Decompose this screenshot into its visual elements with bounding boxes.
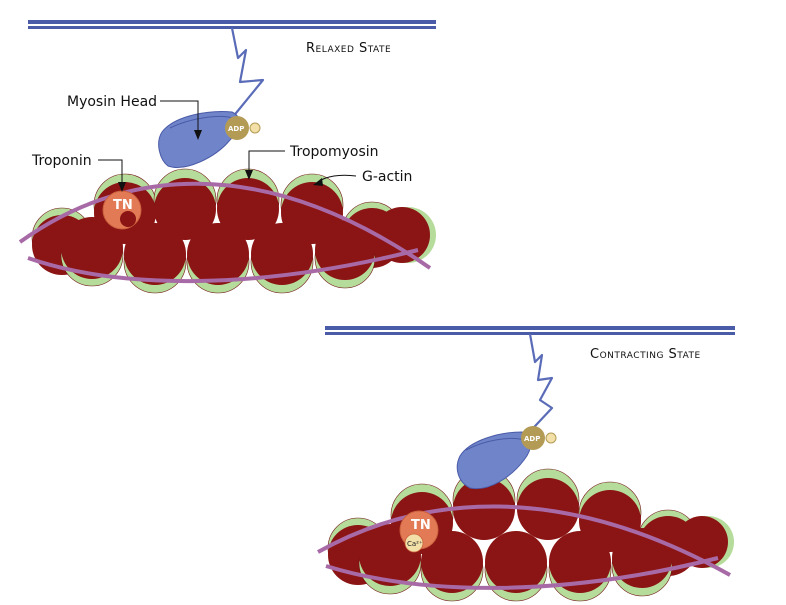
- contracting-troponin: TN Ca²⁺: [399, 510, 439, 553]
- tropomyosin-label: Tropomyosin: [289, 144, 379, 160]
- contracting-tn-text: TN: [411, 518, 431, 533]
- relaxed-myosin-neck: [230, 27, 265, 119]
- relaxed-troponin: TN: [102, 190, 142, 230]
- contracting-state-label: Contracting State: [590, 347, 701, 362]
- relaxed-state-label: Relaxed State: [306, 41, 391, 56]
- troponin-label: Troponin: [31, 153, 92, 169]
- calcium-text: Ca²⁺: [407, 540, 423, 548]
- myosin-head-pointer: [160, 100, 199, 134]
- g-actin-label: G-actin: [362, 169, 412, 185]
- relaxed-tropomyosin-strand-lower: [27, 248, 419, 284]
- contracting-tropomyosin-strand: [317, 504, 731, 577]
- relaxed-actin-filament: [18, 168, 436, 294]
- relaxed-myosin-head: ADP: [158, 111, 261, 168]
- contracting-panel: TN Ca²⁺ ADP Contracting State: [317, 326, 735, 602]
- relaxed-adp-text: ADP: [228, 125, 244, 133]
- relaxed-thick-filament: [28, 20, 436, 29]
- contracting-thick-filament: [325, 326, 735, 335]
- contracting-actin-filament: [317, 468, 734, 602]
- contracting-myosin-head: ADP: [456, 426, 557, 490]
- myosin-head-label: Myosin Head: [67, 94, 157, 110]
- tropomyosin-pointer: [248, 150, 285, 174]
- relaxed-tropomyosin-strand: [18, 181, 432, 270]
- contracting-myosin-neck: [521, 333, 554, 441]
- relaxed-tn-text: TN: [113, 198, 133, 213]
- contracting-tropomyosin-strand-lower: [325, 556, 719, 590]
- troponin-pointer: [98, 159, 123, 186]
- relaxed-panel: TN ADP Relaxed State Myosin Head Troponi…: [18, 20, 436, 294]
- contracting-adp-text: ADP: [524, 435, 540, 443]
